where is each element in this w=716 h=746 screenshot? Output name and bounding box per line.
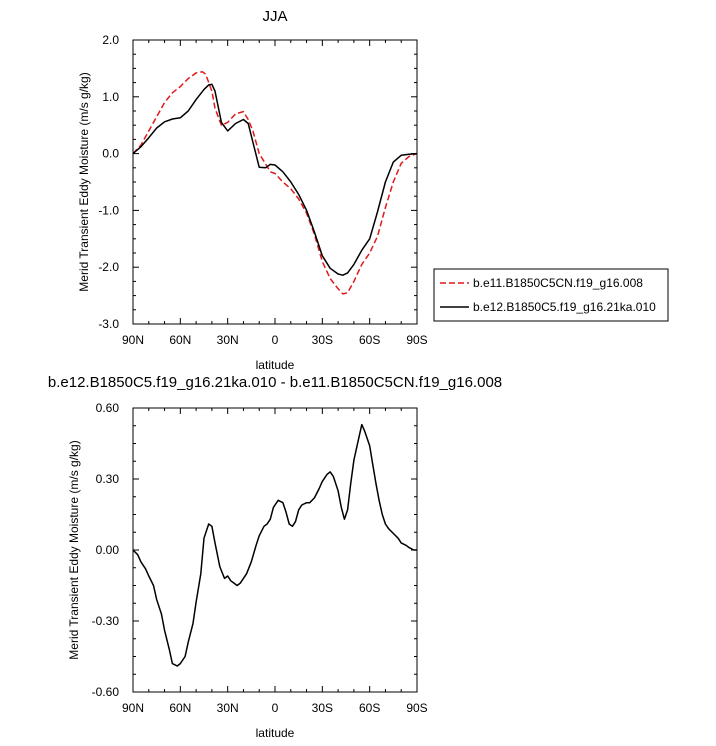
top-chart-ticks: 90N 60N 30N 0 30S 60S 90S 2.0 1.0 0.0 -1.0 -2.0 -3.0 (98, 33, 427, 347)
bottom-xtick-label: 30N (217, 701, 239, 715)
bottom-xtick-label: 0 (272, 701, 279, 715)
top-xtick-label: 30N (217, 333, 239, 347)
top-chart-xlabel: latitude (256, 358, 295, 372)
top-ytick-label: 0.0 (102, 147, 119, 161)
bottom-ytick-label: 0.60 (96, 401, 120, 415)
top-chart: JJA 90N 60N 30N 0 30S 60S 90S 2.0 1.0 0.0 -1.0 -2.0… (77, 8, 669, 372)
top-ytick-label: -1.0 (98, 203, 119, 217)
legend: b.e11.B1850C5CN.f19_g16.008 b.e12.B1850C… (433, 268, 669, 322)
top-xtick-label: 0 (272, 333, 279, 347)
bottom-ytick-label: -0.60 (92, 685, 120, 699)
bottom-xtick-label: 90S (406, 701, 427, 715)
top-chart-plot (132, 71, 418, 295)
bottom-chart-frame (132, 407, 418, 693)
bottom-ytick-label: -0.30 (92, 614, 120, 628)
bottom-chart-title: b.e12.B1850C5.f19_g16.21ka.010 - b.e11.B… (48, 374, 502, 391)
bottom-chart-ticks: 90N 60N 30N 0 30S 60S 90S 0.60 0.30 0.00 -0.30 -0.6… (92, 401, 428, 715)
top-ytick-label: 2.0 (102, 33, 119, 47)
legend-label-2: b.e12.B1850C5.f19_g16.21ka.010 (473, 300, 656, 314)
bottom-xtick-label: 30S (312, 701, 333, 715)
top-xtick-label: 60S (359, 333, 380, 347)
top-xtick-label: 90S (406, 333, 427, 347)
legend-label-1: b.e11.B1850C5CN.f19_g16.008 (473, 276, 643, 290)
top-series-line-2 (132, 83, 418, 276)
top-ytick-label: 1.0 (102, 90, 119, 104)
bottom-xtick-label: 90N (122, 701, 144, 715)
top-chart-title: JJA (262, 8, 287, 25)
bottom-chart-plot (132, 423, 417, 667)
legend-box (433, 268, 669, 322)
top-ytick-label: -3.0 (98, 317, 119, 331)
bottom-xtick-label: 60N (169, 701, 191, 715)
top-xtick-label: 90N (122, 333, 144, 347)
top-chart-ylabel: Merid Transient Eddy Moisture (m/s g/kg) (77, 72, 91, 291)
bottom-chart-ylabel: Merid Transient Eddy Moisture (m/s g/kg) (67, 440, 81, 659)
top-series-line-1 (132, 71, 418, 295)
bottom-series-line-1 (132, 423, 417, 667)
top-xtick-label: 60N (169, 333, 191, 347)
bottom-chart: b.e12.B1850C5.f19_g16.21ka.010 - b.e11.B… (48, 374, 502, 740)
bottom-chart-xlabel: latitude (256, 726, 295, 740)
top-xtick-label: 30S (312, 333, 333, 347)
top-chart-frame (132, 39, 418, 325)
bottom-xtick-label: 60S (359, 701, 380, 715)
bottom-ytick-label: 0.30 (96, 472, 120, 486)
top-ytick-label: -2.0 (98, 260, 119, 274)
bottom-ytick-label: 0.00 (96, 543, 120, 557)
